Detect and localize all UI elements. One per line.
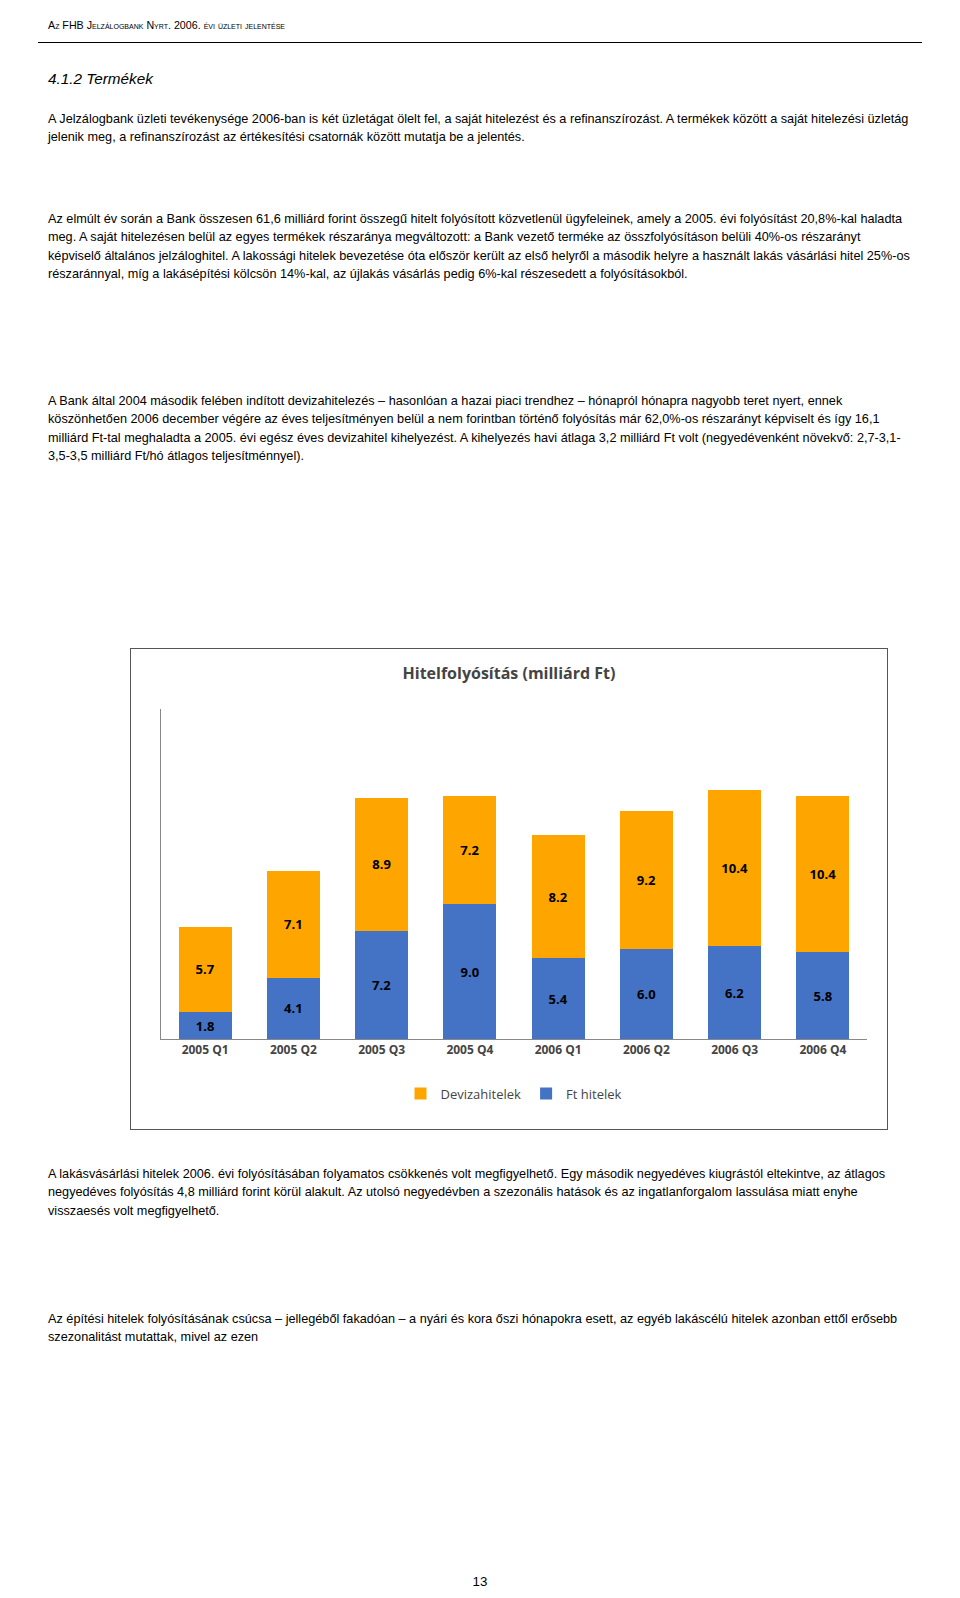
svg-text:1.8: 1.8: [196, 1017, 215, 1035]
svg-text:7.2: 7.2: [460, 841, 479, 859]
html-text:A Bank által 2004 második felé: A Bank által 2004 második felében indíto…: [48, 394, 901, 464]
svg-text:Devizahitelek: Devizahitelek: [441, 1085, 522, 1103]
svg-text:6.0: 6.0: [637, 985, 656, 1003]
html-text:13: 13: [472, 1574, 488, 1589]
svg-text:4.1: 4.1: [284, 999, 303, 1017]
html-text:Az elmúlt év során a Bank össz: Az elmúlt év során a Bank összesen 61,6 …: [48, 212, 910, 282]
svg-text:2006 Q2: 2006 Q2: [623, 1041, 670, 1058]
svg-text:Hitelfolyósítás (milliárd Ft): Hitelfolyósítás (milliárd Ft): [403, 662, 616, 684]
svg-text:5.8: 5.8: [814, 987, 833, 1005]
svg-text:5.7: 5.7: [196, 960, 215, 978]
svg-text:2005 Q4: 2005 Q4: [446, 1041, 493, 1058]
svg-text:10.4: 10.4: [810, 865, 837, 883]
svg-text:2006 Q1: 2006 Q1: [535, 1041, 582, 1058]
svg-text:8.2: 8.2: [549, 888, 568, 906]
html-text:Az építési hitelek folyósításá: Az építési hitelek folyósításának csúcsa…: [48, 1312, 898, 1345]
svg-text:9.2: 9.2: [637, 871, 656, 889]
svg-text:Ft hitelek: Ft hitelek: [566, 1085, 621, 1103]
html-text:A Jelzálogbank üzleti tevékeny: A Jelzálogbank üzleti tevékenysége 2006-…: [48, 112, 909, 145]
svg-text:10.4: 10.4: [721, 859, 748, 877]
svg-text:9.0: 9.0: [461, 963, 480, 981]
html-text:Az FHB Jelzálogbank Nyrt. 2006: Az FHB Jelzálogbank Nyrt. 2006. évi üzle…: [48, 19, 285, 31]
svg-text:2005 Q2: 2005 Q2: [270, 1041, 317, 1058]
svg-text:2006 Q3: 2006 Q3: [711, 1041, 758, 1058]
svg-text:8.9: 8.9: [372, 855, 391, 873]
html-text:4.1.2 Termékek: 4.1.2 Termékek: [48, 70, 153, 87]
html-text:A lakásvásárlási hitelek 2006.: A lakásvásárlási hitelek 2006. évi folyó…: [48, 1167, 886, 1218]
svg-text:2006 Q4: 2006 Q4: [799, 1041, 846, 1058]
svg-text:7.1: 7.1: [284, 915, 303, 933]
svg-text:2005 Q1: 2005 Q1: [182, 1041, 229, 1058]
svg-text:5.4: 5.4: [549, 990, 568, 1008]
svg-text:6.2: 6.2: [725, 984, 744, 1002]
svg-text:2005 Q3: 2005 Q3: [358, 1041, 405, 1058]
svg-text:7.2: 7.2: [372, 976, 391, 994]
